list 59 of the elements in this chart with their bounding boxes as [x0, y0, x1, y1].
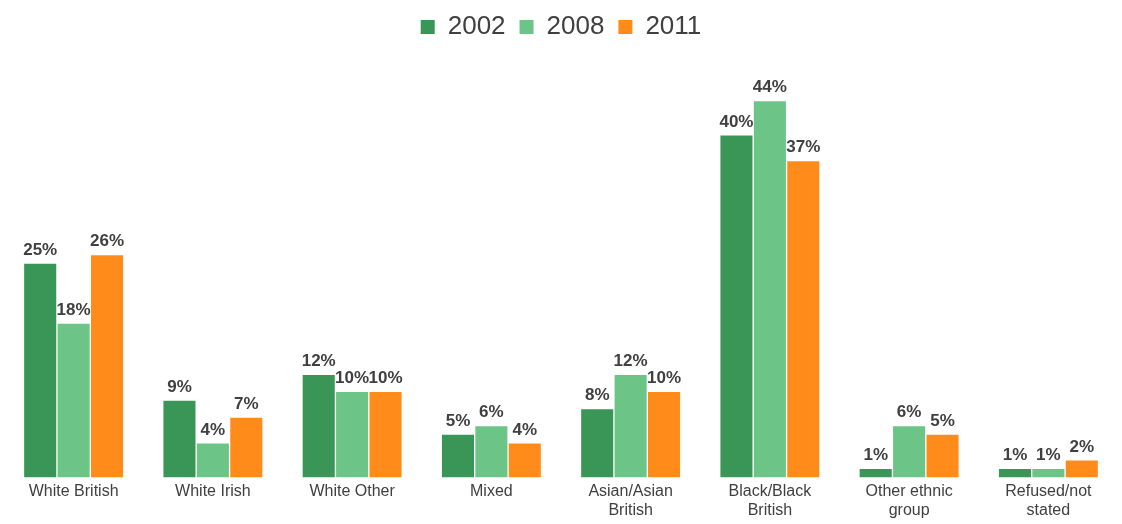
data-label: 5% — [445, 411, 471, 431]
data-label: 6% — [479, 402, 504, 422]
data-label: 12% — [301, 351, 336, 371]
x-tick-label: Black/Black British — [728, 481, 813, 518]
data-label: 10% — [647, 368, 682, 388]
data-label: 8% — [584, 385, 610, 405]
bar — [859, 469, 892, 478]
bar — [302, 374, 335, 478]
bar — [581, 409, 614, 478]
data-label: 18% — [56, 299, 91, 319]
bar — [926, 434, 959, 478]
legend-label: 2011 — [645, 10, 702, 41]
data-label: 4% — [512, 419, 538, 439]
bar — [91, 255, 124, 478]
x-tick-label: Mixed — [470, 481, 513, 499]
bar — [787, 161, 820, 478]
bar — [24, 263, 57, 478]
bar — [648, 392, 681, 478]
data-label: 10% — [335, 368, 370, 388]
data-label: 7% — [234, 393, 259, 413]
data-label: 5% — [930, 411, 955, 431]
data-label: 37% — [786, 137, 821, 157]
data-label: 1% — [863, 445, 888, 465]
data-label: 12% — [613, 351, 648, 371]
bar — [336, 392, 369, 478]
x-tick-label: White Irish — [175, 481, 251, 499]
x-tick-label: Asian/Asian British — [588, 481, 673, 518]
data-label: 9% — [167, 376, 192, 396]
data-label: 1% — [1036, 445, 1061, 465]
x-tick-label: Refused/not stated — [1005, 481, 1093, 518]
x-tick-label: White British — [28, 481, 119, 499]
bar — [230, 417, 263, 478]
bar — [1065, 460, 1098, 478]
data-label: 4% — [200, 419, 226, 439]
bar — [893, 426, 926, 478]
bar — [57, 323, 90, 478]
bar — [998, 469, 1031, 478]
data-label: 40% — [719, 111, 754, 131]
legend-label: 2002 — [447, 10, 506, 41]
bar — [475, 426, 508, 478]
bar — [720, 135, 753, 478]
x-tick-label: White Other — [309, 481, 396, 499]
bar — [441, 434, 474, 478]
legend-label: 2008 — [546, 10, 605, 41]
data-label: 1% — [1002, 445, 1028, 465]
data-label: 2% — [1069, 436, 1095, 456]
bar — [163, 400, 196, 478]
bar — [753, 101, 786, 478]
bar — [614, 374, 647, 478]
data-label: 10% — [368, 368, 403, 388]
bar — [508, 443, 541, 478]
x-tick-label: Other ethnic group — [865, 481, 953, 518]
data-label: 6% — [896, 402, 922, 422]
bar — [1032, 469, 1065, 478]
bar — [196, 443, 229, 478]
data-label: 25% — [23, 239, 58, 259]
data-label: 44% — [752, 77, 787, 97]
data-label: 26% — [90, 231, 125, 251]
bar — [369, 392, 402, 478]
